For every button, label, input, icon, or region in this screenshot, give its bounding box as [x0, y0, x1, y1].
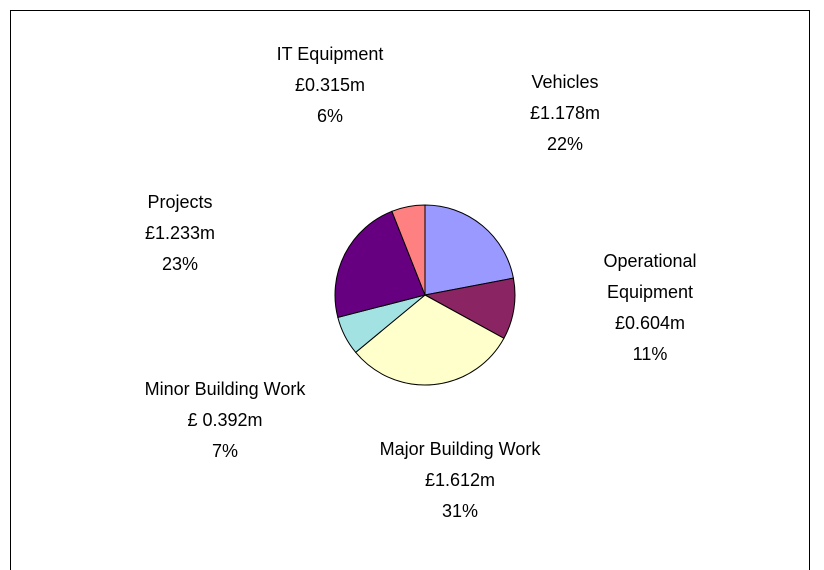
slice-label: Major Building Work £1.612m 31%: [375, 434, 545, 527]
label-name: IT Equipment: [276, 44, 384, 64]
label-percent: 11%: [632, 344, 668, 364]
slice-label: Operational Equipment £0.604m 11%: [575, 246, 725, 370]
slice-label: Vehicles £1.178m 22%: [490, 67, 640, 160]
pie-slice: [424, 204, 514, 296]
label-name: Vehicles: [531, 72, 599, 92]
label-amount: £1.233m: [144, 223, 216, 243]
slice-label: Projects £1.233m 23%: [105, 187, 255, 280]
label-percent: 6%: [316, 106, 343, 126]
label-percent: 22%: [546, 134, 584, 154]
label-amount: £1.612m: [424, 470, 496, 490]
label-amount: £0.604m: [614, 313, 686, 333]
label-name: Projects: [147, 192, 213, 212]
label-percent: 7%: [211, 441, 238, 461]
label-amount: £ 0.392m: [187, 410, 263, 430]
label-name: Operational Equipment: [603, 251, 697, 302]
slice-label: IT Equipment £0.315m 6%: [255, 39, 405, 132]
slice-label: Minor Building Work £ 0.392m 7%: [140, 374, 310, 467]
label-name: Minor Building Work: [144, 379, 306, 399]
label-amount: £0.315m: [294, 75, 366, 95]
pie-slice: [354, 294, 505, 386]
label-percent: 23%: [161, 254, 199, 274]
pie-slice: [334, 210, 426, 318]
pie-slice: [391, 204, 426, 296]
label-percent: 31%: [441, 501, 479, 521]
label-amount: £1.178m: [529, 103, 601, 123]
label-name: Major Building Work: [379, 439, 541, 459]
chart-frame: [10, 10, 810, 570]
